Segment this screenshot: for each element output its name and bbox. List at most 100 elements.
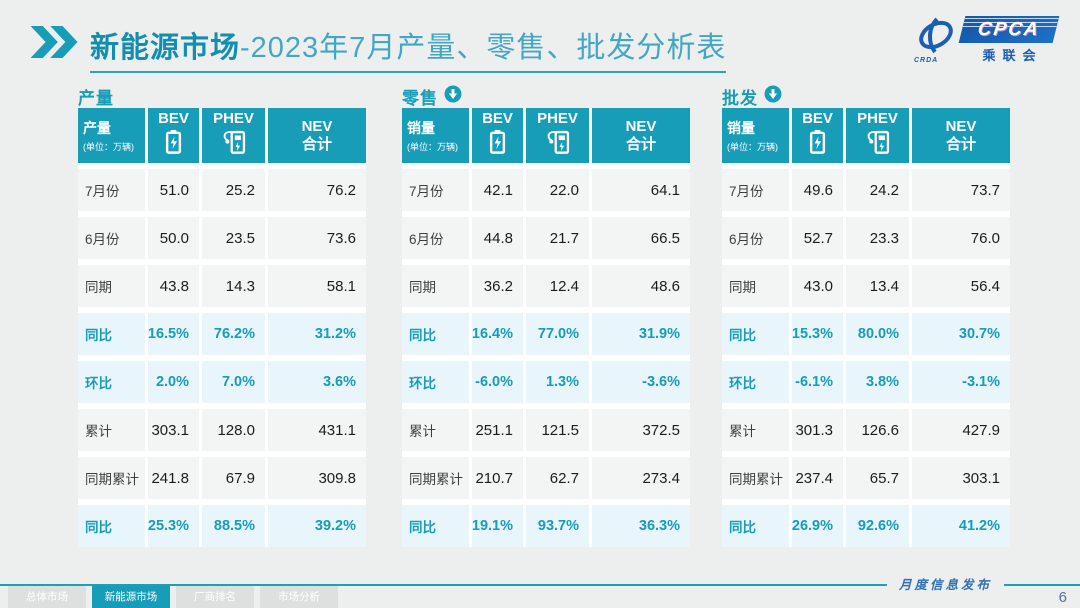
data-table-wholesale: 销量 (单位：万辆) BEV PHEV NEV 合计 7月份 49.6 24.2 73.7 6月份 5… [722, 108, 1010, 547]
value-cell: 49.6 [792, 169, 843, 211]
value-cell: 44.8 [472, 217, 523, 259]
value-cell: 58.1 [268, 265, 366, 307]
value-cell: 76.0 [912, 217, 1010, 259]
row-label-cell: 同比 [78, 313, 145, 355]
value-cell: 16.4% [472, 313, 523, 355]
battery-icon [809, 129, 826, 160]
row-label-cell: 同比 [722, 505, 789, 547]
value-cell: 273.4 [592, 457, 690, 499]
value-cell: 23.5 [202, 217, 265, 259]
value-cell: 303.1 [148, 409, 199, 451]
value-cell: 50.0 [148, 217, 199, 259]
unit-note: (单位：万辆) [407, 142, 458, 152]
row-label-cell: 7月份 [722, 169, 789, 211]
row-label-cell: 同比 [78, 505, 145, 547]
value-cell: 23.3 [846, 217, 909, 259]
value-cell: 31.2% [268, 313, 366, 355]
row-label-cell: 同比 [722, 313, 789, 355]
logo-swirl-icon: CRDA [912, 16, 960, 64]
row-label-cell: 环比 [402, 361, 469, 403]
page-title: 新能源市场-2023年7月产量、零售、批发分析表 [90, 24, 727, 73]
footer-tab-2[interactable]: 厂商排名 [176, 586, 254, 608]
table-retail: CPCA零售销量(单位：万辆)BEVPHEVNEV合计7月份42.122.064… [402, 84, 690, 547]
row-label-cell: 7月份 [78, 169, 145, 211]
section-title-text: 零售 [402, 88, 438, 108]
nev-column-label-line2: 合计 [625, 135, 656, 153]
phev-column-label: PHEV [537, 110, 578, 127]
header-cell-bev: BEV [472, 108, 523, 163]
row-label-cell: 同比 [402, 313, 469, 355]
unit-note: (单位：万辆) [83, 142, 134, 152]
nev-column-label-line1: NEV [625, 117, 657, 135]
value-cell: 19.1% [472, 505, 523, 547]
value-cell: 62.7 [526, 457, 589, 499]
value-cell: 56.4 [912, 265, 1010, 307]
row-label-cell: 环比 [722, 361, 789, 403]
row-label-cell: 累计 [402, 409, 469, 451]
cpca-logo: CRDA CPCA 乘联会 [912, 16, 1060, 64]
value-cell: 251.1 [472, 409, 523, 451]
row-label-cell: 6月份 [78, 217, 145, 259]
value-cell: 41.2% [912, 505, 1010, 547]
value-cell: 36.2 [472, 265, 523, 307]
logo-cn-text: 乘联会 [982, 48, 1043, 63]
value-cell: 30.7% [912, 313, 1010, 355]
nev-column-label-line2: 合计 [301, 135, 332, 153]
charger-icon [221, 129, 247, 160]
value-cell: 25.3% [148, 505, 199, 547]
value-cell: 43.0 [792, 265, 843, 307]
logo-cpca-text: CPCA [976, 18, 1042, 40]
footer-tab-1[interactable]: 新能源市场 [92, 586, 170, 608]
header-cell-phev: PHEV [202, 108, 265, 163]
value-cell: -3.1% [912, 361, 1010, 403]
metric-label: 销量 [727, 120, 755, 136]
footer-tab-3[interactable]: 市场分析 [260, 586, 338, 608]
header-cell-nev: NEV 合计 [268, 108, 366, 163]
footer-nav-tabs: 总体市场 新能源市场 厂商排名 市场分析 [8, 586, 338, 608]
unit-note: (单位：万辆) [727, 142, 778, 152]
value-cell: 3.6% [268, 361, 366, 403]
page-title-bold: 新能源市场 [90, 32, 241, 64]
bev-column-label: BEV [802, 110, 833, 127]
value-cell: 126.6 [846, 409, 909, 451]
bev-column-label: BEV [158, 110, 189, 127]
value-cell: 128.0 [202, 409, 265, 451]
value-cell: 25.2 [202, 169, 265, 211]
value-cell: 67.9 [202, 457, 265, 499]
value-cell: 77.0% [526, 313, 589, 355]
section-title-text: 批发 [722, 88, 758, 108]
row-label-cell: 累计 [78, 409, 145, 451]
value-cell: 431.1 [268, 409, 366, 451]
row-label-cell: 同期 [402, 265, 469, 307]
value-cell: 92.6% [846, 505, 909, 547]
footer-tab-0[interactable]: 总体市场 [8, 586, 86, 608]
header-cell-phev: PHEV [846, 108, 909, 163]
section-title-text: 产量 [78, 88, 114, 108]
value-cell: 73.6 [268, 217, 366, 259]
value-cell: 52.7 [792, 217, 843, 259]
value-cell: 7.0% [202, 361, 265, 403]
value-cell: 48.6 [592, 265, 690, 307]
value-cell: 121.5 [526, 409, 589, 451]
value-cell: 76.2% [202, 313, 265, 355]
value-cell: 16.5% [148, 313, 199, 355]
header-cell-metric: 产量 (单位：万辆) [78, 108, 145, 163]
value-cell: -3.6% [592, 361, 690, 403]
value-cell: 372.5 [592, 409, 690, 451]
value-cell: 39.2% [268, 505, 366, 547]
value-cell: 76.2 [268, 169, 366, 211]
value-cell: 309.8 [268, 457, 366, 499]
table-wholesale: CPCA批发销量(单位：万辆)BEVPHEVNEV合计7月份49.624.273… [722, 84, 1010, 547]
row-label-cell: 同期 [722, 265, 789, 307]
value-cell: 31.9% [592, 313, 690, 355]
value-cell: 65.7 [846, 457, 909, 499]
page-title-rest: -2023年7月产量、零售、批发分析表 [240, 32, 727, 64]
double-chevron-icon [30, 26, 80, 63]
row-label-cell: 同期 [78, 265, 145, 307]
value-cell: 93.7% [526, 505, 589, 547]
nev-column-label-line1: NEV [945, 117, 977, 135]
value-cell: 88.5% [202, 505, 265, 547]
value-cell: 43.8 [148, 265, 199, 307]
row-label-cell: 同比 [402, 505, 469, 547]
metric-label: 销量 [407, 120, 435, 136]
